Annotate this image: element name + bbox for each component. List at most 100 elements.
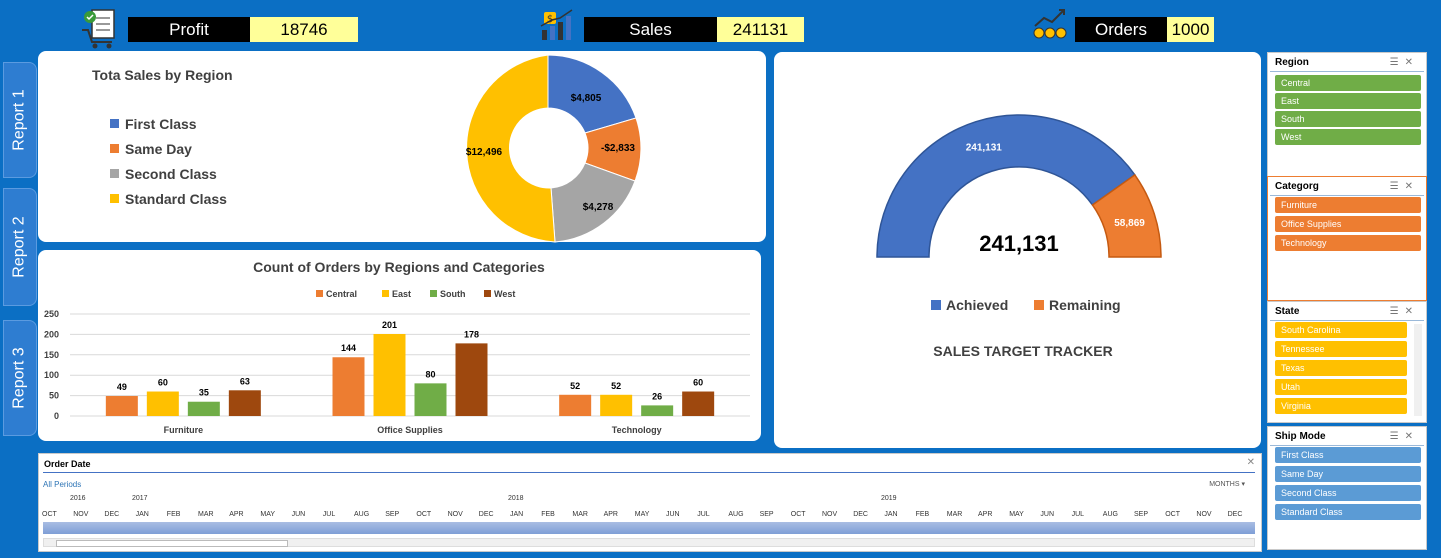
timeline-month[interactable]: MAY <box>634 511 650 518</box>
timeline-month[interactable]: AUG <box>354 511 370 518</box>
shipmode-slicer-item[interactable]: Standard Class <box>1275 504 1421 520</box>
bar-data-label: 178 <box>464 329 479 339</box>
timeline-month[interactable]: FEB <box>541 511 555 518</box>
timeline-month[interactable]: JAN <box>510 511 524 518</box>
timeline-month[interactable]: OCT <box>42 511 57 518</box>
timeline-scroll-thumb[interactable] <box>56 540 288 547</box>
timeline-month[interactable]: JAN <box>884 511 898 518</box>
timeline-month[interactable]: DEC <box>478 511 494 518</box>
timeline-month[interactable]: APR <box>229 511 244 518</box>
timeline-month[interactable]: OCT <box>1165 511 1180 518</box>
slicer-tools-icon[interactable]: ☰✕ <box>1389 306 1419 317</box>
bar-data-label: 52 <box>570 381 580 391</box>
timeline-month[interactable]: JUN <box>666 511 680 518</box>
state-slicer-item[interactable]: Tennessee <box>1275 341 1407 357</box>
slicer-tools-icon[interactable]: ☰✕ <box>1389 431 1419 442</box>
bar-legend-item: Central <box>326 289 357 299</box>
profit-icon <box>80 8 120 50</box>
nav-report-3-label: Report 3 <box>11 347 28 409</box>
timeline-month[interactable]: JUN <box>1040 511 1055 518</box>
timeline-clear-filter-icon[interactable]: ✕ <box>1246 457 1255 468</box>
region-slicer-item[interactable]: South <box>1275 111 1421 127</box>
gauge-slice-remaining <box>1091 173 1162 258</box>
bar-y-tick: 100 <box>44 370 59 380</box>
gauge-legend-swatch <box>1034 300 1044 310</box>
bar-west-technology <box>682 391 715 416</box>
sales-label: Sales <box>584 17 717 42</box>
sales-icon: $ <box>538 8 576 42</box>
timeline-month[interactable]: JAN <box>135 511 149 518</box>
region-slicer-item[interactable]: West <box>1275 129 1421 145</box>
bar-legend-item: South <box>440 289 466 299</box>
gauge-center-value: 241,131 <box>979 231 1059 256</box>
state-slicer-item[interactable]: South Carolina <box>1275 322 1407 338</box>
timeline-level-select[interactable]: MONTHS ▾ <box>1209 481 1245 488</box>
bar-west-office-supplies <box>455 343 488 416</box>
timeline-month[interactable]: SEP <box>1134 511 1149 518</box>
shipmode-slicer-item[interactable]: First Class <box>1275 447 1421 463</box>
timeline-month[interactable]: DEC <box>1227 511 1243 518</box>
bar-y-tick: 200 <box>44 329 59 339</box>
region-slicer-item[interactable]: East <box>1275 93 1421 109</box>
timeline-month[interactable]: JUL <box>322 511 336 518</box>
timeline-month[interactable]: FEB <box>166 511 181 518</box>
shipmode-slicer-item[interactable]: Second Class <box>1275 485 1421 501</box>
state-scrollbar[interactable] <box>1414 324 1422 416</box>
state-slicer-item[interactable]: Virginia <box>1275 398 1407 414</box>
timeline-month[interactable]: NOV <box>822 511 838 518</box>
state-slicer: State ☰✕ South Carolina Tennessee Texas Utah… <box>1267 301 1427 423</box>
slicer-tools-icon[interactable]: ☰✕ <box>1389 57 1419 68</box>
timeline-month[interactable]: APR <box>603 511 618 518</box>
timeline-scrollbar[interactable] <box>43 538 1255 547</box>
timeline-period-bar[interactable] <box>43 522 1255 534</box>
category-slicer-item[interactable]: Furniture <box>1275 197 1421 213</box>
timeline-month[interactable]: APR <box>978 511 993 518</box>
timeline-month[interactable]: MAR <box>198 511 214 518</box>
timeline-month[interactable]: AUG <box>1102 511 1118 518</box>
state-slicer-item[interactable]: Texas <box>1275 360 1407 376</box>
timeline-month[interactable]: AUG <box>728 511 744 518</box>
timeline-month[interactable]: MAY <box>1009 511 1024 518</box>
category-slicer-title: Categorg <box>1275 181 1319 192</box>
timeline-month[interactable]: JUL <box>697 511 710 518</box>
timeline-month[interactable]: DEC <box>853 511 868 518</box>
gauge-slice-label: 241,131 <box>966 142 1003 153</box>
bar-data-label: 60 <box>158 378 168 388</box>
timeline-month[interactable]: SEP <box>385 511 400 518</box>
nav-report-1[interactable]: Report 1 <box>3 62 37 178</box>
bar-data-label: 201 <box>382 320 397 330</box>
timeline-month[interactable]: MAR <box>946 511 963 518</box>
bar-data-label: 60 <box>693 378 703 388</box>
timeline-month[interactable]: DEC <box>104 511 120 518</box>
timeline-month[interactable]: MAY <box>260 511 276 518</box>
timeline-month[interactable]: SEP <box>759 511 774 518</box>
gauge-slice-achieved <box>876 114 1136 258</box>
timeline-month[interactable]: JUN <box>291 511 306 518</box>
timeline-month[interactable]: OCT <box>790 511 806 518</box>
donut-label-second-class: $4,278 <box>583 202 614 213</box>
category-slicer: Categorg ☰✕ Furniture Office Supplies Techn… <box>1267 176 1427 301</box>
shipmode-slicer-item[interactable]: Same Day <box>1275 466 1421 482</box>
bar-legend-item: East <box>392 289 411 299</box>
bar-south-technology <box>641 405 674 416</box>
bar-legend-swatch <box>484 290 491 297</box>
timeline-month[interactable]: JUL <box>1071 511 1085 518</box>
region-slicer-item[interactable]: Central <box>1275 75 1421 91</box>
category-slicer-item[interactable]: Office Supplies <box>1275 216 1421 232</box>
timeline-month[interactable]: NOV <box>73 511 89 518</box>
nav-report-3[interactable]: Report 3 <box>3 320 37 436</box>
region-slicer-title: Region <box>1275 57 1309 68</box>
timeline-month[interactable]: NOV <box>1196 511 1212 518</box>
orders-label: Orders <box>1075 17 1167 42</box>
timeline-month[interactable]: NOV <box>447 511 463 518</box>
timeline-all-periods[interactable]: All Periods <box>43 480 82 489</box>
timeline-month[interactable]: FEB <box>915 511 930 518</box>
nav-report-2[interactable]: Report 2 <box>3 188 37 306</box>
category-slicer-item[interactable]: Technology <box>1275 235 1421 251</box>
timeline-title: Order Date <box>44 459 91 469</box>
slicer-tools-icon[interactable]: ☰✕ <box>1389 181 1419 192</box>
timeline-month[interactable]: MAR <box>572 511 588 518</box>
state-slicer-item[interactable]: Utah <box>1275 379 1407 395</box>
timeline-month[interactable]: OCT <box>416 511 432 518</box>
donut-chart: $4,805 -$2,833 $4,278 $12,496 <box>466 54 642 243</box>
